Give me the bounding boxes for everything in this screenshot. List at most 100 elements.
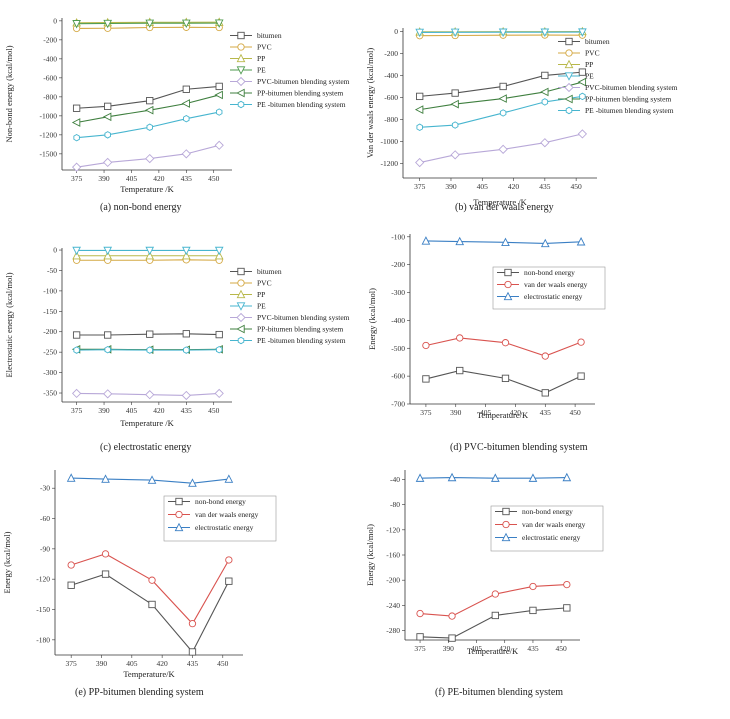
legend-marker	[564, 72, 574, 81]
series-5	[71, 140, 224, 172]
legend-label: PVC	[257, 279, 272, 288]
x-axis-label: Temperature /K	[120, 418, 174, 428]
chart-c: 375 390 405 420 435 450 0 -50 -100 -150 -200 -250 -3…	[4, 246, 350, 428]
legend-marker	[236, 302, 246, 311]
data-point	[214, 19, 224, 28]
data-point	[450, 99, 459, 109]
chart-f: 375 390 405 420 435 450 -40 -80 -120 -160 -200 -240…	[365, 470, 604, 656]
y-tick-label: 0	[53, 16, 57, 25]
caption-f: (f) PE-bitumen blending system	[435, 687, 564, 698]
legend-marker	[504, 268, 512, 277]
data-point	[540, 238, 550, 248]
data-point	[146, 96, 154, 105]
y-tick-label: 0	[394, 27, 398, 36]
caption-a: (a) non-bond energy	[100, 202, 182, 213]
x-tick-label: 405	[126, 659, 138, 668]
data-point	[214, 246, 224, 256]
series-7	[416, 92, 586, 131]
legend-label: PVC	[257, 43, 272, 52]
data-point	[529, 606, 537, 615]
series-1	[422, 366, 585, 397]
data-point	[416, 92, 424, 101]
legend-label: van der waals energy	[524, 280, 588, 289]
data-point	[499, 82, 507, 91]
y-tick-label: -1200	[381, 159, 399, 168]
x-tick-label: 435	[181, 174, 193, 183]
data-point	[456, 366, 464, 375]
data-point	[540, 138, 550, 148]
y-tick-label: -40	[390, 475, 400, 484]
data-point	[577, 338, 585, 346]
data-point	[416, 609, 424, 618]
data-point	[146, 330, 154, 338]
legend-marker	[236, 66, 246, 75]
x-tick-label: 405	[126, 174, 138, 183]
data-point	[188, 478, 197, 487]
legend-label: PE -bitumen blending system	[257, 100, 346, 109]
data-point	[422, 375, 430, 383]
series-5	[71, 388, 224, 401]
data-point	[416, 633, 424, 641]
data-point	[181, 99, 190, 108]
y-tick-label: -500	[391, 344, 405, 353]
data-point	[181, 390, 191, 401]
x-tick-label: 420	[508, 182, 520, 191]
series-4	[72, 19, 224, 29]
data-point	[214, 250, 224, 260]
series-1	[72, 330, 223, 339]
data-point	[563, 580, 571, 589]
caption-e: (e) PP-bitumen blending system	[75, 687, 204, 698]
x-tick-label: 375	[71, 406, 83, 415]
x-tick-label: 450	[217, 659, 229, 668]
legend: bitumen PVC PP PE PVC-bitumen blending syste…	[230, 31, 350, 109]
data-point	[451, 89, 459, 97]
legend-marker	[236, 53, 246, 63]
series-6	[414, 77, 587, 114]
series-7	[73, 345, 223, 354]
data-point	[214, 140, 224, 150]
y-axis-label: Van der waals energy (kcal/mol)	[365, 48, 375, 158]
legend-marker	[502, 507, 510, 516]
data-point	[72, 331, 81, 339]
series-1	[72, 82, 223, 112]
legend-marker	[237, 267, 245, 276]
series-3	[66, 473, 234, 487]
data-point	[421, 236, 431, 245]
data-point	[541, 352, 549, 360]
x-axis-label: Temperature /K	[473, 197, 527, 207]
legend: bitumen PVC PP PE PVC-bitumen blending syste…	[558, 37, 678, 115]
data-point	[501, 237, 510, 247]
data-point	[72, 104, 81, 112]
x-axis-label: Temperature/K	[467, 646, 519, 656]
data-point	[104, 345, 111, 354]
legend-label: PE	[257, 302, 266, 311]
y-tick-label: -150	[36, 605, 50, 614]
data-point	[214, 90, 223, 100]
y-tick-label: -90	[40, 544, 50, 553]
data-point	[104, 331, 112, 339]
legend-marker	[565, 49, 573, 57]
data-point	[490, 473, 500, 482]
data-point	[541, 389, 549, 397]
legend-marker	[501, 532, 511, 542]
y-tick-label: -300	[43, 368, 57, 377]
legend-label: PP	[257, 290, 265, 299]
series-3	[421, 236, 586, 248]
x-tick-label: 390	[443, 644, 455, 653]
chart-panel-a: 375 390 405 420 435 450 0 -200 -400 -600 -800 -1000…	[0, 0, 365, 225]
legend-marker	[237, 43, 245, 51]
data-point	[225, 577, 233, 585]
data-point	[73, 346, 80, 354]
legend-marker	[174, 522, 184, 532]
x-tick-label: 390	[98, 406, 110, 415]
y-tick-label: -1200	[40, 130, 58, 139]
x-axis-label: Temperature/K	[477, 410, 529, 420]
data-point	[577, 77, 587, 87]
data-point	[102, 112, 112, 122]
data-point	[528, 473, 538, 482]
data-point	[576, 237, 586, 246]
data-point	[450, 150, 460, 160]
legend-label: PP-bitumen blending system	[257, 89, 343, 98]
legend-box	[163, 495, 277, 542]
series-4	[415, 28, 587, 38]
